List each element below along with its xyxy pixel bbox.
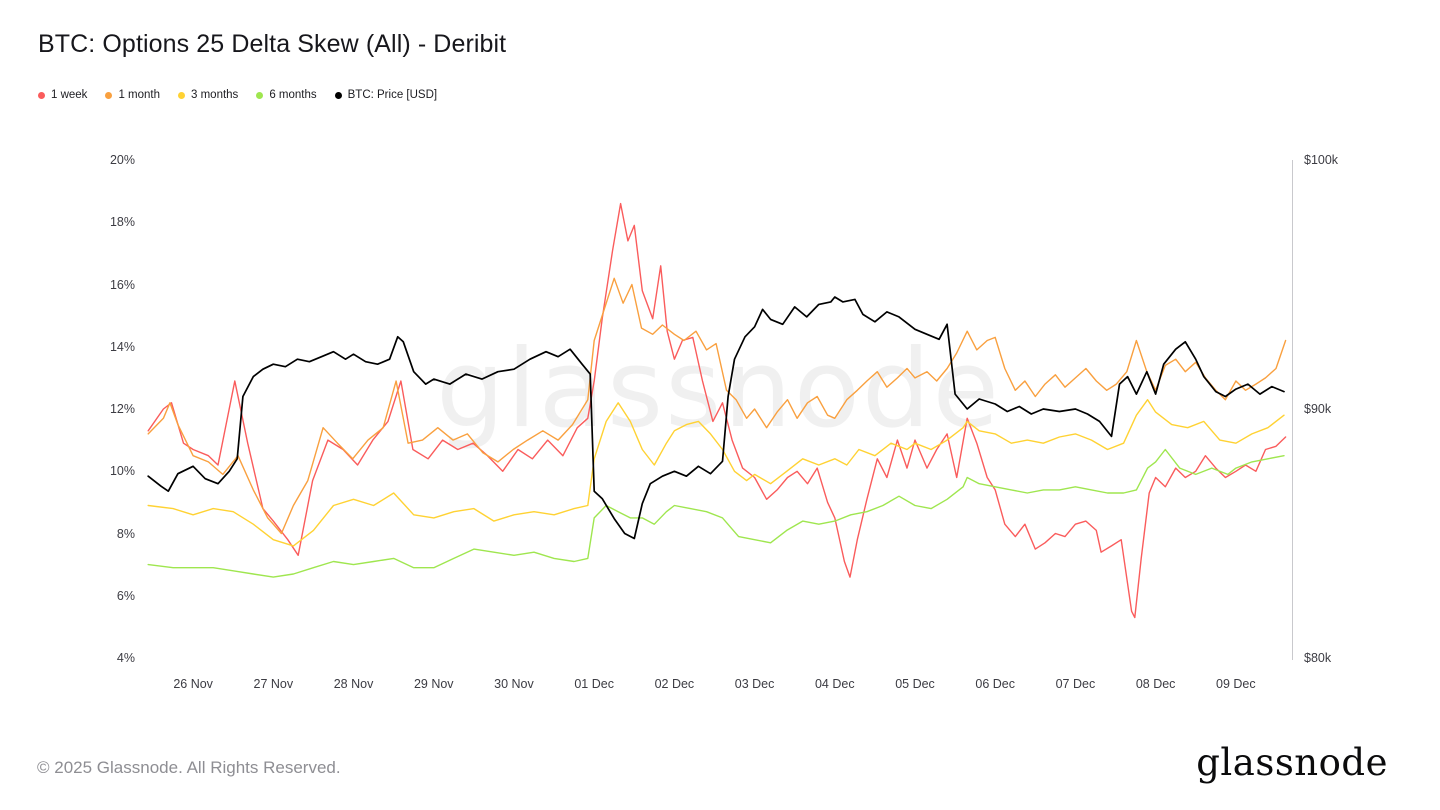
right-axis-tick: $90k bbox=[1304, 402, 1332, 416]
left-axis-tick: 16% bbox=[109, 277, 135, 292]
legend-item-3-months[interactable]: 3 months bbox=[178, 89, 238, 101]
right-axis-line bbox=[1292, 160, 1293, 660]
x-axis-tick: 07 Dec bbox=[1055, 677, 1096, 691]
x-axis-tick: 09 Dec bbox=[1216, 677, 1256, 691]
legend-dot-btc-price-usd bbox=[334, 91, 342, 99]
series-line-1-month bbox=[147, 277, 1287, 535]
x-axis-tick: 03 Dec bbox=[734, 677, 775, 691]
series-line-3-months bbox=[147, 398, 1285, 547]
copyright-text: © 2025 Glassnode. All Rights Reserved. bbox=[37, 758, 341, 777]
left-axis-tick: 8% bbox=[116, 526, 135, 541]
legend-item-1-month[interactable]: 1 month bbox=[105, 89, 160, 101]
right-axis-tick: $80k bbox=[1304, 651, 1332, 665]
series-line-btc-price-usd bbox=[147, 296, 1285, 540]
left-axis-tick: 20% bbox=[109, 153, 135, 167]
legend-item-1-week[interactable]: 1 week bbox=[38, 89, 87, 101]
legend-label-1-week: 1 week bbox=[51, 89, 88, 101]
legend-dot-1-week bbox=[38, 91, 45, 99]
left-axis-tick: 4% bbox=[116, 651, 135, 665]
x-axis-tick: 01 Dec bbox=[574, 677, 614, 691]
x-axis-tick: 05 Dec bbox=[895, 677, 935, 691]
right-axis-tick: $100k bbox=[1304, 153, 1339, 167]
legend-dot-1-month bbox=[105, 91, 113, 99]
series-line-6-months bbox=[147, 448, 1285, 578]
glassnode-logo: glassnode bbox=[1196, 741, 1388, 784]
x-axis-tick: 06 Dec bbox=[975, 677, 1016, 691]
series-line-1-week bbox=[147, 202, 1287, 619]
x-axis-tick: 29 Nov bbox=[413, 677, 454, 691]
legend-dot-3-months bbox=[178, 91, 185, 99]
chart-legend: 1 week 1 month 3 months 6 months BTC: Price … bbox=[38, 89, 437, 101]
x-axis-tick: 28 Nov bbox=[333, 677, 374, 691]
legend-item-6-months[interactable]: 6 months bbox=[256, 89, 317, 101]
left-axis-tick: 10% bbox=[109, 464, 135, 479]
left-axis-tick: 12% bbox=[109, 402, 135, 416]
x-axis-tick: 26 Nov bbox=[173, 677, 213, 691]
chart-title: BTC: Options 25 Delta Skew (All) - Derib… bbox=[38, 30, 507, 58]
x-axis-tick: 02 Dec bbox=[654, 677, 695, 691]
legend-dot-6-months bbox=[256, 91, 264, 99]
legend-label-btc-price-usd: BTC: Price [USD] bbox=[347, 89, 438, 101]
x-axis-tick: 27 Nov bbox=[253, 677, 294, 691]
left-axis-tick: 6% bbox=[116, 588, 135, 603]
left-axis-tick: 18% bbox=[109, 215, 135, 230]
plot-svg bbox=[147, 202, 1287, 619]
legend-item-btc-price-usd[interactable]: BTC: Price [USD] bbox=[334, 89, 438, 101]
legend-label-1-month: 1 month bbox=[118, 89, 160, 101]
x-axis-tick: 08 Dec bbox=[1135, 677, 1176, 691]
legend-label-3-months: 3 months bbox=[191, 89, 239, 101]
x-axis-tick: 30 Nov bbox=[494, 677, 534, 691]
legend-label-6-months: 6 months bbox=[269, 89, 317, 101]
left-axis-tick: 14% bbox=[109, 339, 135, 354]
x-axis-tick: 04 Dec bbox=[814, 677, 855, 691]
